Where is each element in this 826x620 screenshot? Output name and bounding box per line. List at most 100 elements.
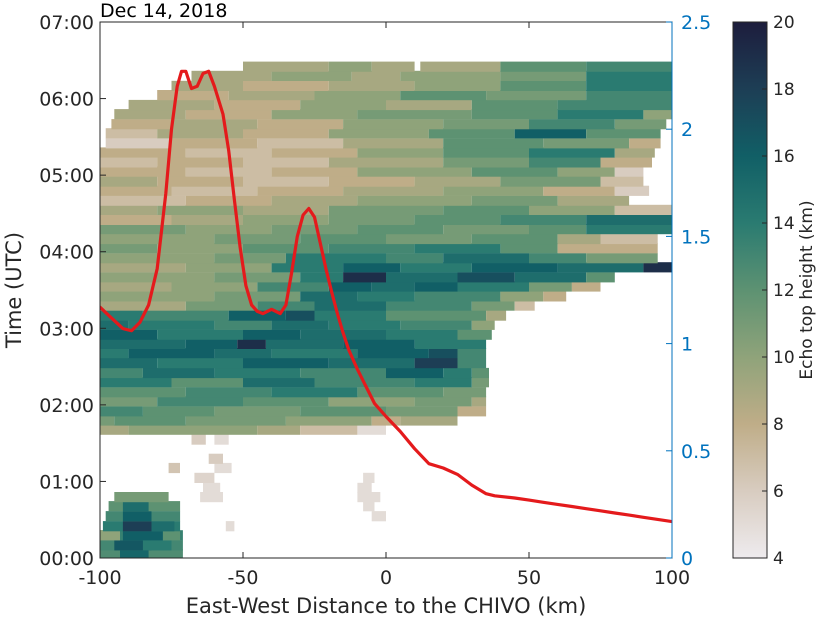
echo-cell-25-0 bbox=[100, 300, 186, 311]
echo-cell-46-2 bbox=[300, 99, 386, 111]
echo-cell-49-4 bbox=[500, 70, 587, 81]
echo-cell-31-5 bbox=[500, 243, 558, 254]
echo-cell-17-1 bbox=[171, 377, 243, 388]
echo-cell-46-3 bbox=[386, 99, 472, 111]
echo-cell-47-5 bbox=[586, 90, 672, 101]
echo-cell-3-1 bbox=[122, 521, 152, 532]
echo-cell-29-4 bbox=[400, 262, 472, 273]
echo-cell-15-2 bbox=[243, 396, 329, 407]
echo-cell-18-4 bbox=[386, 367, 444, 379]
y-tick-label: 03:00 bbox=[39, 318, 94, 340]
echo-cell-8-1 bbox=[363, 472, 375, 483]
echo-cell-31-0 bbox=[100, 243, 158, 254]
x-tick-label: 50 bbox=[517, 567, 541, 589]
echo-cell-12-2 bbox=[257, 424, 301, 435]
echo-cell-27-8 bbox=[571, 281, 601, 292]
echo-cell-47-1 bbox=[228, 90, 315, 101]
echo-cell-5-2 bbox=[363, 501, 375, 512]
echo-cell-18-5 bbox=[443, 367, 472, 379]
echo-cell-40-5 bbox=[529, 157, 601, 168]
echo-cell-6-1 bbox=[200, 492, 223, 503]
colorbar-tick-label: 16 bbox=[773, 147, 795, 167]
echo-cell-24-0 bbox=[100, 310, 143, 321]
echo-cell-21-0 bbox=[100, 338, 186, 349]
echo-cell-42-5 bbox=[543, 138, 630, 149]
echo-cell-18-0 bbox=[100, 367, 143, 379]
echo-cell-33-1 bbox=[185, 224, 272, 235]
echo-cell-36-1 bbox=[185, 195, 272, 206]
echo-cell-23-4 bbox=[328, 319, 401, 330]
echo-cell-17-5 bbox=[471, 377, 489, 388]
colorbar bbox=[732, 21, 768, 559]
echo-cell-8-0 bbox=[194, 472, 215, 483]
y2-tick-label: 2 bbox=[681, 119, 693, 141]
echo-cell-50-1 bbox=[328, 61, 372, 72]
echo-cell-17-2 bbox=[243, 377, 315, 388]
echo-cell-19-3 bbox=[328, 358, 415, 369]
echo-cell-37-6 bbox=[614, 185, 650, 196]
echo-cell-24-1 bbox=[142, 310, 229, 321]
echo-cell-2-3 bbox=[162, 530, 181, 541]
echo-cell-43-6 bbox=[586, 128, 661, 139]
echo-cell-43-4 bbox=[428, 128, 515, 139]
echo-cell-29-6 bbox=[557, 262, 644, 273]
echo-cell-31-2 bbox=[243, 243, 329, 254]
echo-cell-50-2 bbox=[371, 61, 415, 72]
echo-cell-14-0 bbox=[100, 406, 143, 417]
echo-cell-32-2 bbox=[300, 233, 386, 245]
echo-cell-33-6 bbox=[586, 224, 672, 235]
echo-cell-1-1 bbox=[114, 540, 152, 551]
echo-cell-42-6 bbox=[629, 138, 661, 149]
echo-cell-14-5 bbox=[457, 406, 487, 417]
echo-cell-32-1 bbox=[214, 233, 301, 245]
echo-cell-28-5 bbox=[457, 272, 515, 283]
echo-cell-27-4 bbox=[371, 281, 415, 292]
echo-cell-48-4 bbox=[500, 80, 587, 91]
echo-cell-29-2 bbox=[271, 262, 344, 273]
echo-cell-44-2 bbox=[257, 119, 344, 130]
echo-cell-28-2 bbox=[300, 272, 344, 283]
echo-cell-41-6 bbox=[614, 147, 655, 158]
echo-cell-2-1 bbox=[100, 530, 120, 541]
echo-cell-31-4 bbox=[414, 243, 501, 254]
echo-cell-35-4 bbox=[443, 204, 529, 215]
echo-cell-28-0 bbox=[100, 272, 215, 283]
echo-cell-25-6 bbox=[514, 300, 535, 311]
colorbar-tick-label: 20 bbox=[773, 13, 795, 33]
echo-cell-23-6 bbox=[471, 319, 495, 330]
echo-cell-32-4 bbox=[471, 233, 558, 245]
echo-cell-45-1 bbox=[185, 109, 272, 120]
x-axis-title: East-West Distance to the CHIVO (km) bbox=[186, 594, 587, 618]
echo-cell-30-6 bbox=[586, 253, 658, 264]
echo-cell-18-1 bbox=[142, 367, 215, 379]
y2-tick-label: 0.5 bbox=[681, 441, 711, 463]
echo-cell-39-6 bbox=[614, 166, 644, 177]
echo-cell-31-1 bbox=[157, 243, 243, 254]
echo-cell-16-3 bbox=[357, 387, 444, 398]
echo-cell-49-1 bbox=[271, 70, 352, 81]
echo-cell-32-5 bbox=[557, 233, 601, 245]
echo-cell-35-1 bbox=[157, 204, 243, 215]
echo-cell-49-0 bbox=[191, 70, 272, 81]
echo-cell-31-6 bbox=[557, 243, 658, 254]
echo-cell-38-6 bbox=[600, 176, 644, 187]
echo-cell-12-3 bbox=[300, 424, 358, 435]
echo-cell-38-1 bbox=[157, 176, 243, 187]
echo-cell-42-4 bbox=[443, 138, 544, 149]
echo-cell-21-1 bbox=[185, 338, 238, 349]
echo-cell-13-4 bbox=[371, 415, 401, 426]
y-axis-title: Time (UTC) bbox=[2, 232, 26, 349]
echo-cell-46-4 bbox=[471, 99, 558, 111]
echo-cell-33-0 bbox=[100, 224, 186, 235]
colorbar-tick-label: 8 bbox=[773, 415, 784, 435]
echo-cell-19-4 bbox=[414, 358, 458, 369]
echo-cell-39-5 bbox=[557, 166, 615, 177]
echo-cell-9-1 bbox=[214, 462, 232, 474]
echo-cell-15-1 bbox=[157, 396, 243, 407]
echo-cell-28-7 bbox=[586, 272, 615, 283]
echo-cell-36-3 bbox=[357, 195, 472, 206]
heatmap-layer bbox=[100, 61, 672, 558]
echo-cell-33-5 bbox=[529, 224, 587, 235]
echo-cell-47-0 bbox=[157, 90, 229, 101]
echo-cell-14-3 bbox=[300, 406, 386, 417]
